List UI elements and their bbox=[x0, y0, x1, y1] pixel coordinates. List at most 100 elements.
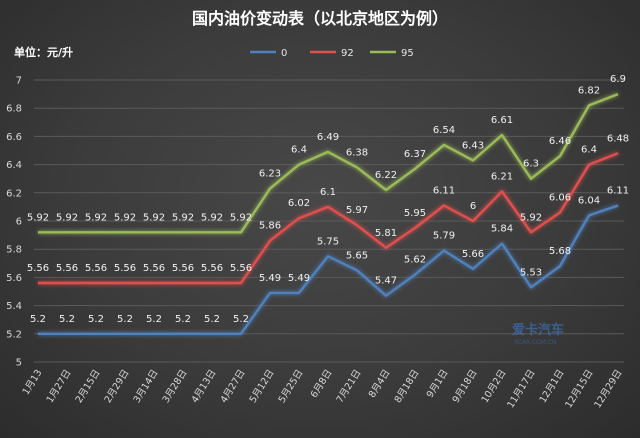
data-label: 5.92 bbox=[520, 212, 542, 223]
series-line-92 bbox=[38, 152, 619, 285]
data-label: 6.3 bbox=[523, 159, 539, 170]
data-label: 5.53 bbox=[520, 267, 542, 278]
data-label: 5.2 bbox=[30, 314, 46, 325]
y-axis: 5 5.2 5.4 5.6 5.8 6 6.2 6.4 6.6 6.8 7 bbox=[6, 76, 22, 369]
data-label: 5.65 bbox=[346, 250, 368, 261]
data-label: 5.62 bbox=[404, 255, 426, 266]
data-label: 6.54 bbox=[433, 125, 455, 136]
y-tick-label: 6 bbox=[16, 217, 22, 228]
data-label: 6.1 bbox=[320, 187, 336, 198]
y-tick-label: 6.2 bbox=[6, 188, 22, 199]
data-label: 5.97 bbox=[346, 205, 368, 216]
data-label: 6.21 bbox=[491, 171, 513, 182]
data-label: 5.2 bbox=[204, 314, 220, 325]
x-tick-label: 4月13日 bbox=[190, 368, 219, 405]
x-tick-label: 10月2日 bbox=[480, 368, 509, 405]
grid-lines bbox=[34, 79, 624, 363]
data-label: 6.49 bbox=[317, 132, 339, 143]
x-tick-label: 9月1日 bbox=[425, 368, 451, 400]
data-label: 5.92 bbox=[230, 212, 252, 223]
series-group bbox=[38, 92, 619, 335]
data-label: 5.75 bbox=[317, 236, 339, 247]
x-tick-label: 12月1日 bbox=[538, 368, 567, 405]
data-label: 5.2 bbox=[59, 314, 75, 325]
y-tick-label: 6.8 bbox=[6, 104, 22, 115]
x-tick-label: 3月28日 bbox=[161, 368, 190, 405]
chart-title: 国内油价变动表（以北京地区为例） bbox=[192, 9, 448, 28]
data-label: 6 bbox=[470, 201, 476, 212]
data-label: 5.92 bbox=[172, 212, 194, 223]
data-label: 5.2 bbox=[88, 314, 104, 325]
data-label: 6.22 bbox=[375, 170, 397, 181]
x-tick-label: 8月4日 bbox=[367, 368, 393, 400]
data-label: 5.56 bbox=[172, 263, 194, 274]
data-label: 6.61 bbox=[491, 115, 513, 126]
data-label: 6.4 bbox=[581, 145, 597, 156]
x-tick-label: 7月21日 bbox=[335, 368, 364, 405]
data-label: 5.86 bbox=[259, 221, 281, 232]
y-tick-label: 5.2 bbox=[6, 329, 22, 340]
x-tick-label: 12月15日 bbox=[563, 368, 595, 410]
data-label: 6.48 bbox=[607, 133, 629, 144]
data-label: 5.2 bbox=[146, 314, 162, 325]
data-label: 5.68 bbox=[549, 246, 571, 257]
y-tick-label: 5.4 bbox=[6, 301, 22, 312]
data-label: 6.43 bbox=[462, 140, 484, 151]
data-label: 5.56 bbox=[143, 263, 165, 274]
data-label: 5.79 bbox=[433, 231, 455, 242]
data-label: 5.92 bbox=[85, 212, 107, 223]
watermark-sub: XCAR.COM.CN bbox=[514, 339, 557, 346]
series-line-95 bbox=[38, 92, 619, 234]
data-label: 5.49 bbox=[288, 273, 310, 284]
legend-label-92: 92 bbox=[341, 48, 354, 59]
y-tick-label: 7 bbox=[16, 76, 22, 87]
legend: 0 92 95 bbox=[250, 48, 414, 59]
data-label: 5.92 bbox=[201, 212, 223, 223]
data-label: 6.46 bbox=[549, 136, 571, 147]
x-tick-label: 5月25日 bbox=[277, 368, 306, 405]
data-label: 6.11 bbox=[607, 185, 629, 196]
data-label: 5.95 bbox=[404, 208, 426, 219]
series-line-0 bbox=[38, 204, 619, 335]
x-tick-label: 11月17日 bbox=[505, 368, 537, 410]
data-label: 5.47 bbox=[375, 276, 397, 287]
watermark: 爱卡汽车 XCAR.COM.CN bbox=[512, 322, 564, 346]
watermark-text: 爱卡汽车 bbox=[512, 322, 564, 338]
unit-label: 单位：元/升 bbox=[14, 45, 73, 59]
data-label: 5.56 bbox=[201, 263, 223, 274]
data-label: 6.02 bbox=[288, 198, 310, 209]
legend-label-95: 95 bbox=[401, 48, 414, 59]
data-label: 5.49 bbox=[259, 273, 281, 284]
x-tick-label: 1月13 bbox=[21, 368, 45, 397]
data-label: 6.11 bbox=[433, 185, 455, 196]
x-tick-label: 4月27日 bbox=[219, 368, 248, 405]
data-label: 5.66 bbox=[462, 249, 484, 260]
data-label: 6.06 bbox=[549, 193, 571, 204]
data-label: 5.92 bbox=[143, 212, 165, 223]
data-label: 6.4 bbox=[291, 145, 307, 156]
y-tick-label: 6.6 bbox=[6, 132, 22, 143]
y-tick-label: 5.6 bbox=[6, 273, 22, 284]
y-tick-label: 6.4 bbox=[6, 160, 22, 171]
x-tick-label: 6月8日 bbox=[309, 368, 335, 400]
data-labels: 5.2 5.2 5.2 5.2 5.2 5.2 5.2 5.2 5.49 5.49 5.75 5.65… bbox=[27, 74, 629, 325]
data-label: 6.38 bbox=[346, 147, 368, 158]
data-label: 6.37 bbox=[404, 149, 426, 160]
x-tick-label: 2月29日 bbox=[103, 368, 132, 405]
data-label: 5.92 bbox=[27, 212, 49, 223]
data-label: 5.2 bbox=[233, 314, 249, 325]
data-label: 5.56 bbox=[27, 263, 49, 274]
data-label: 5.2 bbox=[175, 314, 191, 325]
data-label: 6.23 bbox=[259, 169, 281, 180]
x-tick-label: 1月27日 bbox=[45, 368, 74, 405]
data-label: 5.92 bbox=[114, 212, 136, 223]
x-tick-label: 5月12日 bbox=[248, 368, 277, 405]
data-label: 6.04 bbox=[578, 195, 600, 206]
data-label: 6.82 bbox=[578, 85, 600, 96]
x-tick-label: 8月18日 bbox=[393, 368, 422, 405]
data-label: 5.56 bbox=[56, 263, 78, 274]
x-tick-label: 9月18日 bbox=[451, 368, 480, 405]
data-label: 6.9 bbox=[610, 74, 626, 85]
